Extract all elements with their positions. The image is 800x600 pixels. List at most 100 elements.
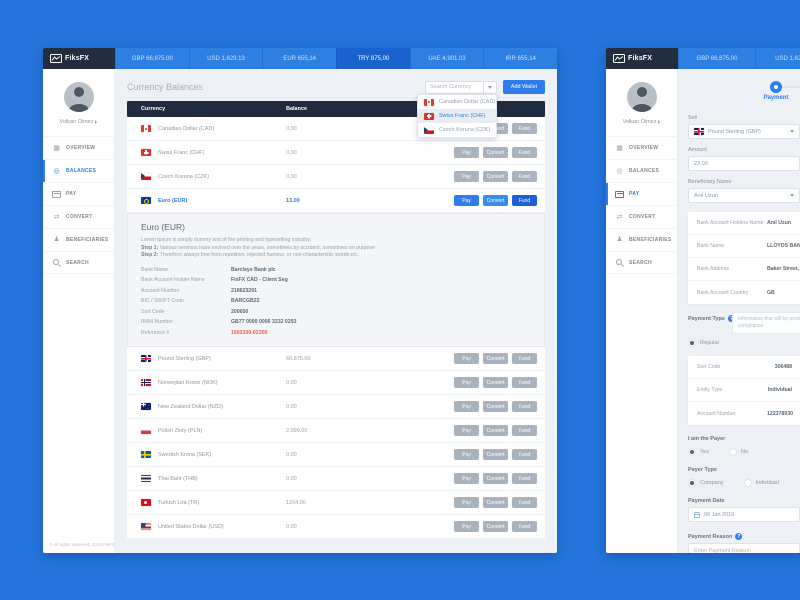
sidebar-item-search[interactable]: SEARCH [606,251,677,274]
table-row[interactable]: Norwegian Krone (NOK) 0,00 Pay Convert Fun… [127,371,545,395]
pay-button[interactable]: Pay [454,353,479,364]
company-radio[interactable] [688,479,696,487]
convert-button[interactable]: Convert [483,521,508,532]
user-menu[interactable]: Volkan Ölmez [623,119,661,125]
amount-label: Amount [688,147,707,153]
pay-button[interactable]: Pay [454,171,479,182]
fund-button[interactable]: Fund [512,377,537,388]
pay-button[interactable]: Pay [454,401,479,412]
table-row[interactable]: United States Dollar (USD) 0,00 Pay Conve… [127,515,545,539]
table-row[interactable]: Swedish Krona (SEK) 0,00 Pay Convert Fund [127,443,545,467]
beneficiary-value: Anıl Uzun [694,192,718,199]
individual-radio[interactable] [743,479,752,487]
pay-button[interactable]: Pay [454,473,479,484]
user-menu[interactable]: Volkan Ölmez [60,119,98,125]
tab-uae[interactable]: UAE 4,901.03 [409,48,484,69]
tab-try[interactable]: TRY 875,00 [336,48,410,69]
payment-date-input[interactable]: 06 Jan 2016 [688,507,800,522]
beneficiary-select[interactable]: Anıl Uzun [688,188,800,203]
avatar[interactable] [63,82,94,112]
convert-button[interactable]: Convert [483,425,508,436]
help-icon[interactable]: ? [727,315,735,322]
tab-usd[interactable]: USD 1,629.13 [755,48,800,69]
sidebar-item-balances[interactable]: BALANCES [43,159,114,182]
pay-button[interactable]: Pay [454,147,479,158]
convert-button[interactable]: Convert [483,497,508,508]
regular-radio[interactable] [688,339,696,347]
dropdown-item-czk[interactable]: Czech Koruna (CZK) [418,123,496,137]
pay-button[interactable]: Pay [454,449,479,460]
tab-gbp[interactable]: GBP 66,875.00 [678,48,755,69]
table-row[interactable]: Polish Zloty (PLN) 2.099,00 Pay Convert Fu… [127,419,545,443]
sidebar-item-pay[interactable]: PAY [43,182,114,205]
sidebar-item-beneficiaries[interactable]: BENEFICIARIES [606,228,677,251]
tab-eur[interactable]: EUR 655,14 [262,48,336,69]
tab-irr[interactable]: IRR 655,14 [483,48,557,69]
search-currency-input[interactable] [425,80,483,94]
table-row[interactable]: Turkish Lira (TR) 1204,00 Pay Convert Fund [127,491,545,515]
currency-dropdown: Canadian Dollar (CAD) Swiss Franc (CHF) … [417,94,497,138]
sell-currency-select[interactable]: Pound Sterling (GBP) [688,124,800,139]
sidebar-item-balances[interactable]: BALANCES [606,159,677,182]
pay-button[interactable]: Pay [454,425,479,436]
dropdown-item-chf[interactable]: Swiss Franc (CHF) [418,109,496,123]
convert-button[interactable]: Convert [483,195,508,206]
detail-field: Sort Code 200650 [141,308,249,315]
currency-tab-bar: GBP 66,875.00 USD 1,629.13 EUR 655,14 TR… [115,48,557,69]
sidebar-item-pay[interactable]: PAY [606,182,677,205]
convert-button[interactable]: Convert [483,401,508,412]
sidebar-item-convert[interactable]: CONVERT [43,205,114,228]
dropdown-toggle-button[interactable] [483,80,497,94]
payer-question-label: I am the Payer [688,436,726,442]
payment-date-value: 06 Jan 2016 [704,511,735,518]
fund-button[interactable]: Fund [512,497,537,508]
fund-button[interactable]: Fund [512,425,537,436]
convert-button[interactable]: Convert [483,473,508,484]
tab-usd[interactable]: USD 1,629.13 [188,48,263,69]
fund-button[interactable]: Fund [512,147,537,158]
fund-button[interactable]: Fund [512,353,537,364]
fund-button[interactable]: Fund [512,521,537,532]
dropdown-item-cad[interactable]: Canadian Dollar (CAD) [418,95,496,109]
flag-icon [424,126,434,134]
sidebar-item-beneficiaries[interactable]: BENEFICIARIES [43,228,114,251]
convert-button[interactable]: Convert [483,147,508,158]
help-icon[interactable]: ? [735,533,743,540]
payment-reason-input[interactable] [688,543,800,553]
table-row-selected[interactable]: Euro (EUR) 13,00 Pay Convert Fund [127,189,545,213]
tab-gbp[interactable]: GBP 66,875.00 [115,48,189,69]
sidebar-item-overview[interactable]: OVERVIEW [606,136,677,159]
fund-button[interactable]: Fund [512,195,537,206]
sidebar-item-overview[interactable]: OVERVIEW [43,136,114,159]
table-row[interactable]: Thai Baht (THB) 0,00 Pay Convert Fund [127,467,545,491]
convert-button[interactable]: Convert [483,377,508,388]
fund-button[interactable]: Fund [512,449,537,460]
sidebar-item-convert[interactable]: CONVERT [606,205,677,228]
avatar[interactable] [626,82,657,112]
flag-icon [141,149,151,156]
fund-button[interactable]: Fund [512,401,537,412]
table-row[interactable]: Pound Sterling (GBP) 66,875,00 Pay Conver… [127,347,545,371]
sidebar-item-search[interactable]: SEARCH [43,251,114,274]
payer-no-radio[interactable] [728,448,737,456]
table-row[interactable]: Czech Koruna (CZK) 0,00 Pay Convert Fund [127,165,545,189]
convert-button[interactable]: Convert [483,171,508,182]
convert-button[interactable]: Convert [483,353,508,364]
chevron-down-icon [790,194,794,197]
pay-button[interactable]: Pay [454,497,479,508]
table-row[interactable]: Swiss Franc (CHF) 0,00 Pay Convert Fund [127,141,545,165]
add-wallet-button[interactable]: Add Wallet [503,80,545,94]
currency-balance: 0,00 [286,403,297,410]
pay-button[interactable]: Pay [454,377,479,388]
payment-stepper: Payment [688,79,800,107]
amount-input[interactable] [688,156,800,171]
pay-button[interactable]: Pay [454,195,479,206]
payer-yes-radio[interactable] [688,448,696,456]
stepper-dot-payment[interactable] [770,81,782,93]
fund-button[interactable]: Fund [512,171,537,182]
fund-button[interactable]: Fund [512,123,537,134]
convert-button[interactable]: Convert [483,449,508,460]
table-row[interactable]: New Zealand Dollar (NZD) 0,00 Pay Convert… [127,395,545,419]
pay-button[interactable]: Pay [454,521,479,532]
fund-button[interactable]: Fund [512,473,537,484]
